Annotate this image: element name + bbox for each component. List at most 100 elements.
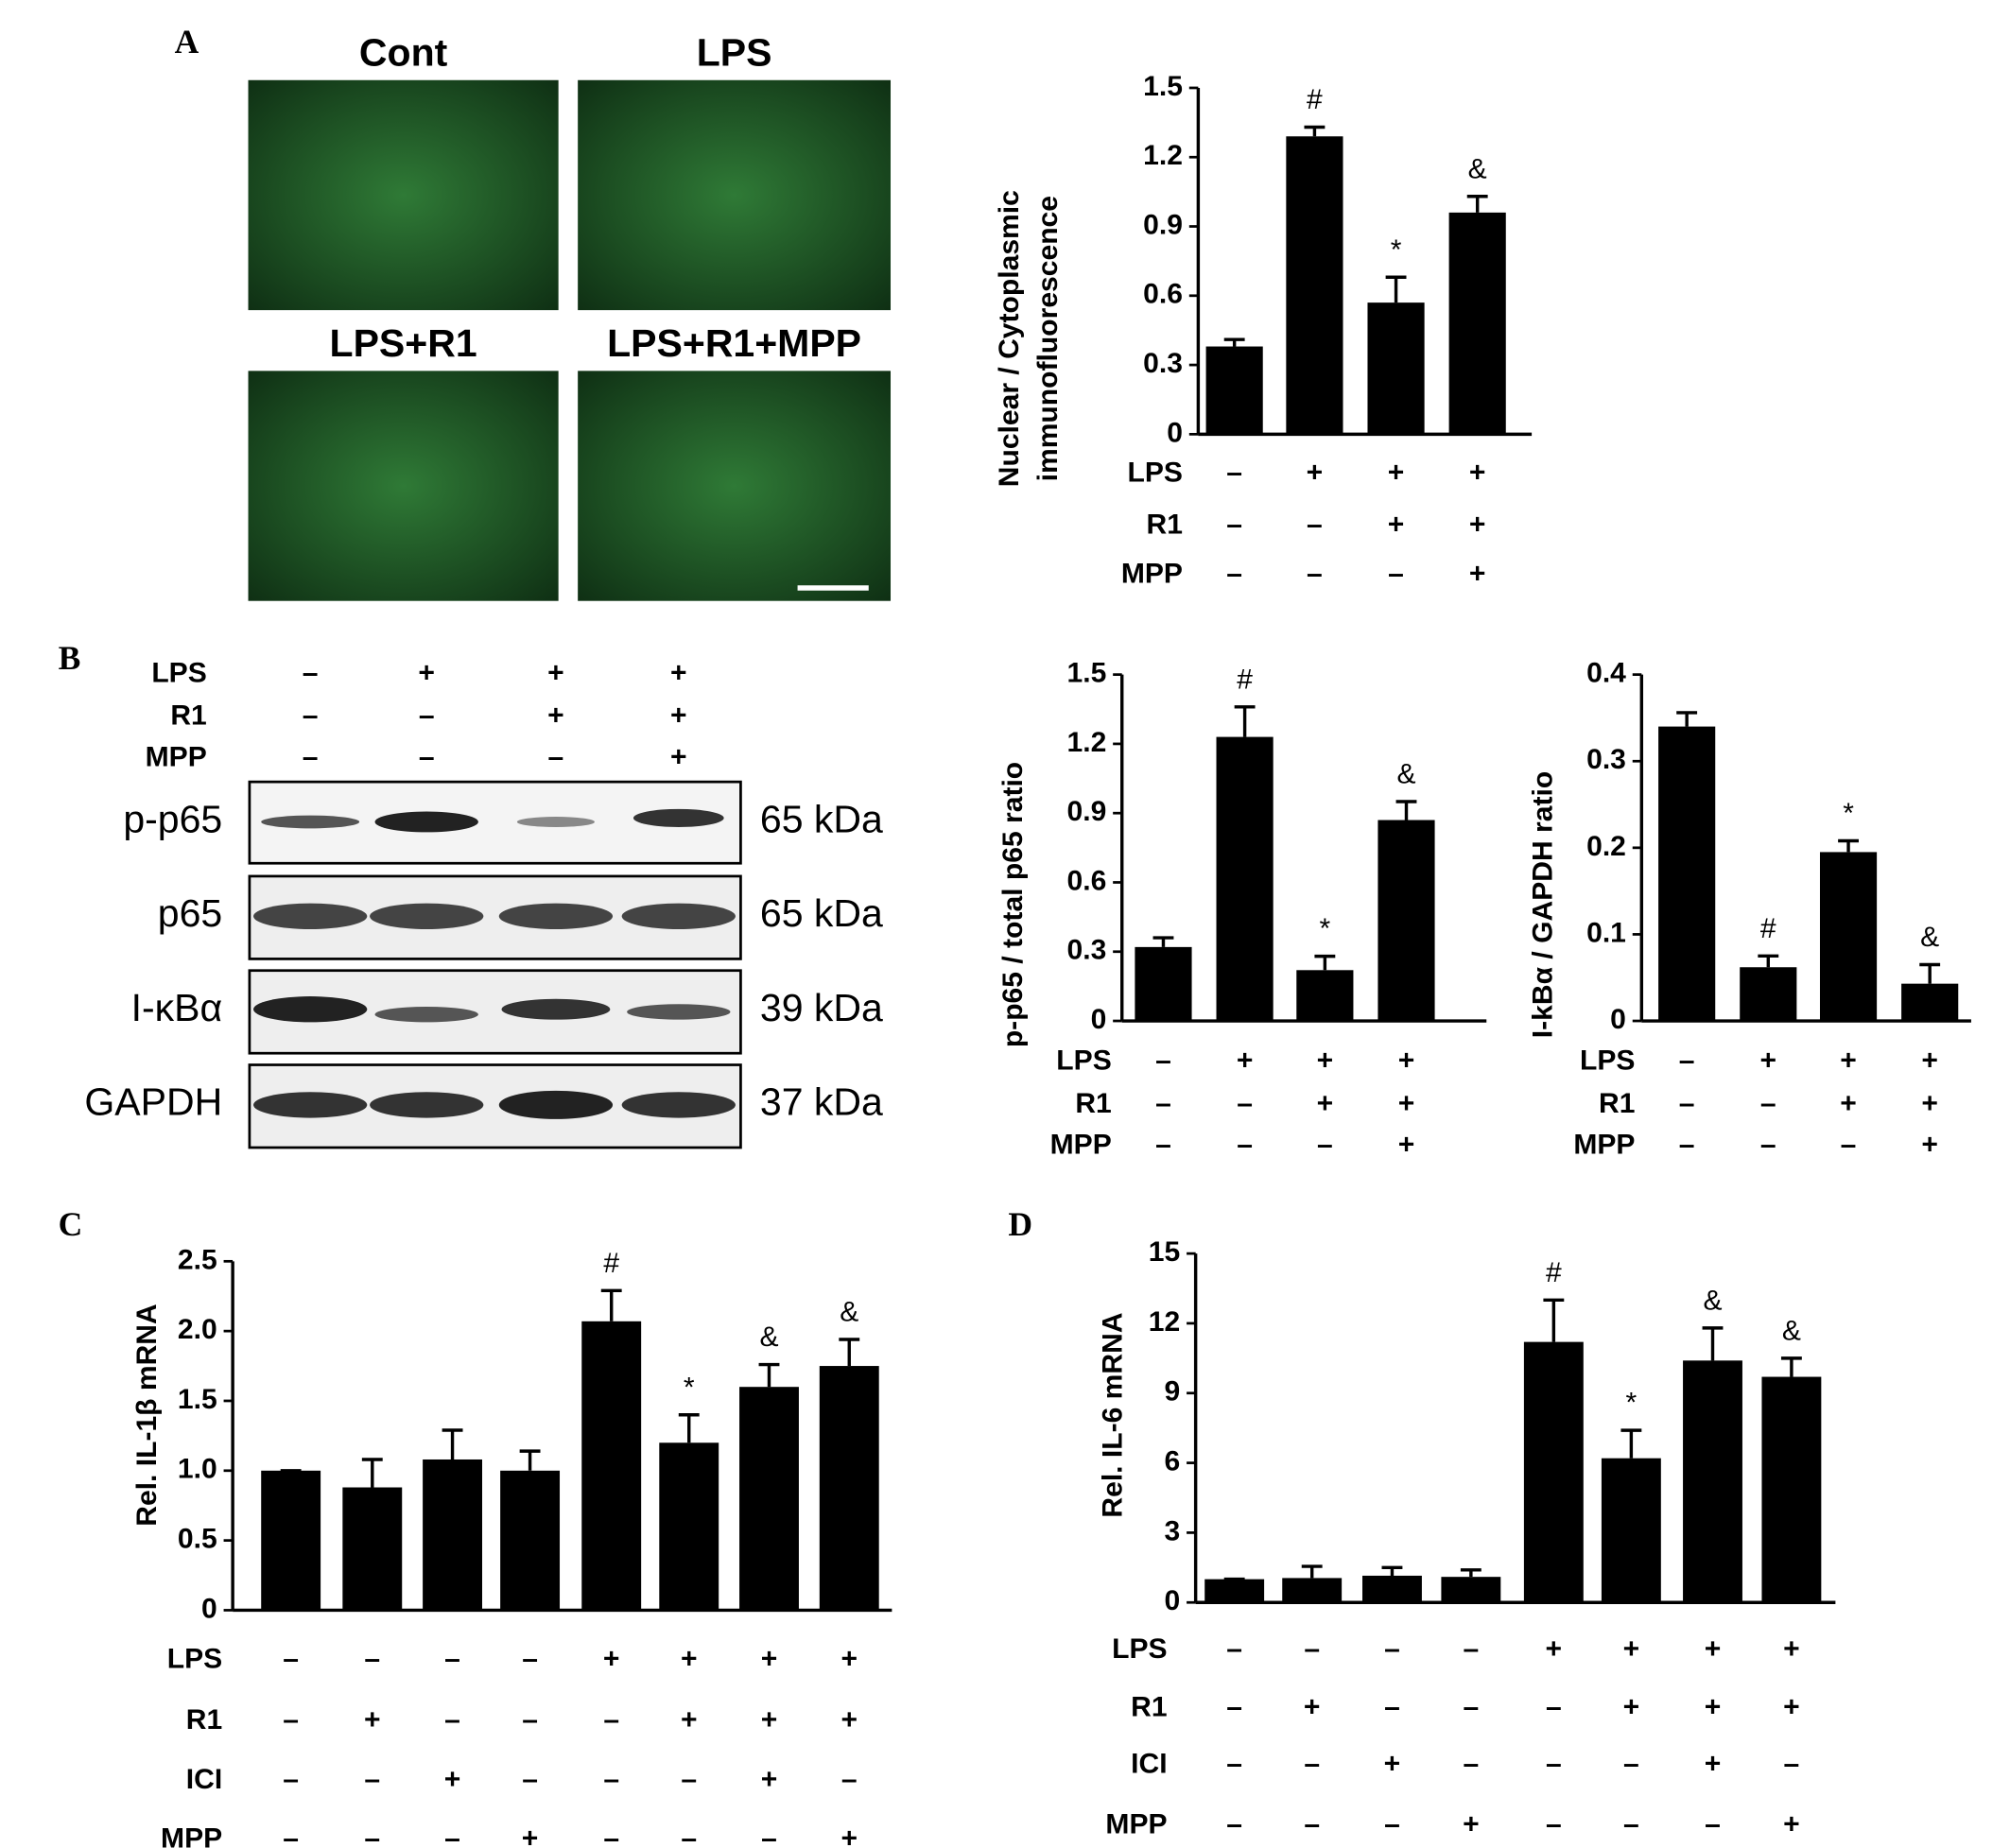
condition-sign: – (681, 1764, 697, 1795)
error-bar (1919, 962, 1941, 984)
bar (659, 1442, 719, 1611)
bar (1135, 946, 1192, 1022)
condition-sign: – (1546, 1748, 1562, 1779)
condition-name: LPS (1128, 458, 1183, 489)
y-tick-label: 6 (1165, 1446, 1181, 1477)
condition-sign: – (1760, 1130, 1776, 1161)
y-tick-label: 0 (1165, 1585, 1181, 1616)
blot-label: I-κBα (131, 986, 223, 1029)
condition-sign: + (1384, 1748, 1401, 1779)
y-axis-label: I-kBα / GAPDH ratio (1528, 771, 1559, 1038)
y-tick-label: 1.2 (1067, 727, 1107, 758)
condition-name: MPP (1050, 1130, 1112, 1161)
significance-mark: * (1843, 798, 1854, 829)
band (253, 996, 368, 1023)
condition-sign: + (1237, 1045, 1254, 1077)
y-tick-label: 0.4 (1586, 658, 1626, 689)
condition-sign: + (603, 1644, 620, 1675)
significance-mark: * (684, 1372, 695, 1403)
condition-sign: + (1921, 1088, 1938, 1119)
condition-sign: – (1384, 1691, 1400, 1722)
panel-letter: B (59, 639, 81, 677)
bar (1216, 736, 1274, 1022)
bar (1204, 1579, 1265, 1603)
condition-sign: + (761, 1704, 778, 1736)
condition-sign: – (1307, 558, 1323, 589)
band (632, 808, 724, 827)
image-label: LPS+R1+MPP (607, 321, 861, 365)
condition-name: R1 (1599, 1088, 1635, 1119)
y-tick-label: 1.5 (1067, 658, 1107, 689)
band (516, 817, 595, 827)
blot-size: 65 kDa (760, 891, 883, 935)
blot-label: p-p65 (123, 797, 222, 840)
bar (1282, 1578, 1343, 1603)
condition-name: LPS (1580, 1045, 1635, 1077)
condition-sign: – (364, 1764, 380, 1795)
band (374, 1006, 478, 1023)
condition-sign: + (840, 1704, 858, 1736)
y-tick-label: 15 (1149, 1236, 1180, 1268)
error-bar (1460, 1568, 1482, 1578)
bar (739, 1387, 799, 1611)
bar (1362, 1575, 1422, 1603)
error-bar (1466, 195, 1488, 213)
micrograph (578, 371, 892, 601)
error-bar (1385, 275, 1407, 303)
blot-size: 39 kDa (760, 986, 883, 1029)
condition-sign: – (1155, 1045, 1171, 1077)
significance-mark: # (1546, 1257, 1562, 1288)
condition-sign: – (1546, 1691, 1562, 1722)
significance-mark: & (1468, 153, 1487, 184)
condition-sign: + (1469, 558, 1486, 589)
condition-sign: + (1921, 1130, 1938, 1161)
condition-sign: + (670, 700, 687, 732)
y-axis-label: Nuclear / Cytoplasmic (994, 190, 1025, 487)
condition-sign: + (761, 1764, 778, 1795)
condition-sign: – (283, 1764, 299, 1795)
condition-sign: + (1398, 1130, 1415, 1161)
error-bar (1758, 954, 1779, 968)
significance-mark: * (1626, 1388, 1637, 1419)
error-bar (361, 1458, 383, 1488)
condition-sign: – (303, 700, 319, 732)
error-bar (1780, 1356, 1802, 1377)
condition-sign: + (1398, 1088, 1415, 1119)
condition-sign: + (681, 1704, 698, 1736)
bar (1286, 136, 1343, 435)
y-tick-label: 0.5 (178, 1524, 217, 1555)
condition-sign: + (840, 1823, 858, 1848)
bar (1296, 970, 1354, 1022)
condition-sign: – (603, 1704, 619, 1736)
condition-sign: – (364, 1823, 380, 1848)
condition-name: LPS (151, 658, 206, 689)
y-tick-label: 0.2 (1586, 831, 1626, 862)
bar (1683, 1360, 1742, 1603)
error-bar (1838, 838, 1859, 853)
condition-sign: – (1226, 1633, 1242, 1665)
y-tick-label: 1.0 (178, 1454, 217, 1485)
condition-sign: + (1469, 509, 1486, 540)
condition-sign: – (1784, 1748, 1800, 1779)
bar (819, 1366, 879, 1611)
micrograph (248, 371, 559, 601)
band (253, 903, 368, 929)
bar (1448, 212, 1506, 435)
condition-name: R1 (1131, 1691, 1167, 1722)
condition-sign: + (1840, 1088, 1857, 1119)
y-tick-label: 1.5 (178, 1384, 217, 1415)
bar (1901, 983, 1959, 1022)
y-tick-label: 0 (1167, 417, 1183, 448)
condition-sign: – (1304, 1633, 1320, 1665)
condition-name: LPS (1056, 1045, 1111, 1077)
significance-mark: # (1237, 664, 1253, 695)
condition-sign: – (1623, 1748, 1639, 1779)
condition-sign: – (1155, 1130, 1171, 1161)
bar (1601, 1458, 1661, 1603)
error-bar (1381, 1565, 1403, 1576)
error-bar (519, 1449, 541, 1471)
y-tick-label: 2.0 (178, 1314, 217, 1345)
error-bar (1234, 705, 1256, 737)
bar (1441, 1577, 1501, 1603)
bar (1205, 346, 1263, 435)
